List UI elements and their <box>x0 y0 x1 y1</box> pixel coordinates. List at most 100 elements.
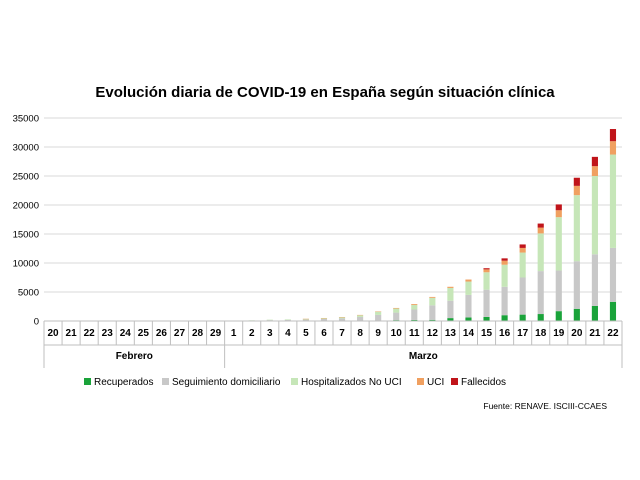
bar-segment <box>338 318 346 321</box>
x-axis: 20 21 22 23 24 25 26 27 28 29 1 2 3 4 5 6 7 8 9 10 11 12 13 14 1… <box>43 320 623 368</box>
bar-segment <box>519 247 526 253</box>
y-tick-label: 0 <box>34 317 39 328</box>
bar-segment <box>555 311 562 321</box>
y-tick-label: 15000 <box>13 230 39 241</box>
x-tick-label: 4 <box>285 328 291 339</box>
x-tick-label: 14 <box>463 328 475 339</box>
x-tick-label: 3 <box>267 328 273 339</box>
bar-segment <box>429 296 436 298</box>
bar-segment <box>302 318 309 320</box>
bar-segment <box>465 279 472 282</box>
y-tick-label: 25000 <box>13 172 39 183</box>
bar-segment <box>302 319 309 321</box>
bar-segment <box>320 318 328 321</box>
legend-swatch <box>451 378 458 385</box>
bar-segment <box>501 286 508 316</box>
bar-segment <box>573 185 580 196</box>
x-tick-label: 2 <box>249 328 255 339</box>
bar-segment <box>411 304 418 305</box>
bar-segment <box>609 141 617 155</box>
bar-segment <box>483 289 490 317</box>
bar-segment <box>555 210 562 218</box>
x-tick-label: 5 <box>303 328 309 339</box>
bar-segment <box>555 204 562 211</box>
bar-segment <box>284 319 291 321</box>
bar-segment <box>501 260 508 265</box>
bar-segment <box>519 244 526 248</box>
x-tick-label: 21 <box>589 328 601 339</box>
bar-segment <box>591 156 598 167</box>
chart-title: Evolución diaria de COVID-19 en España s… <box>95 84 555 101</box>
bar-segment <box>284 319 291 320</box>
x-tick-label: 25 <box>138 328 150 339</box>
x-tick-label: 20 <box>571 328 583 339</box>
x-tick-label: 13 <box>445 328 457 339</box>
bar-segment <box>537 271 544 315</box>
month-label: Febrero <box>116 351 153 362</box>
bar-segment <box>375 314 382 321</box>
bar-segment <box>483 272 490 290</box>
bar-segment <box>429 297 436 306</box>
bar-segment <box>465 317 472 321</box>
bar-segment <box>483 316 490 321</box>
x-tick-label: 23 <box>102 328 114 339</box>
bar-segment <box>537 233 544 272</box>
legend-swatch <box>417 378 424 385</box>
bar-segment <box>393 308 400 313</box>
y-tick-label: 5000 <box>18 288 39 299</box>
bars <box>230 129 617 322</box>
legend-swatch <box>84 378 91 385</box>
legend-swatch <box>291 378 298 385</box>
x-tick-label: 7 <box>339 328 345 339</box>
legend-label: Fallecidos <box>461 377 506 388</box>
bar-segment <box>591 166 598 176</box>
x-tick-label: 27 <box>174 328 186 339</box>
bar-segment <box>393 312 400 321</box>
bar-segment <box>447 318 454 321</box>
bar-segment <box>609 129 617 142</box>
x-tick-label: 1 <box>231 328 237 339</box>
x-tick-label: 17 <box>517 328 529 339</box>
bar-segment <box>573 261 580 309</box>
legend-label: Seguimiento domiciliario <box>172 377 281 388</box>
bar-segment <box>609 154 617 248</box>
x-tick-label: 15 <box>481 328 493 339</box>
bar-segment <box>375 311 382 315</box>
month-label: Marzo <box>409 351 438 362</box>
x-tick-label: 11 <box>409 328 420 339</box>
x-tick-label: 6 <box>321 328 327 339</box>
bar-segment <box>609 301 617 321</box>
x-tick-label: 22 <box>84 328 96 339</box>
legend-label: Recuperados <box>94 377 153 388</box>
x-tick-label: 21 <box>66 328 78 339</box>
x-tick-label: 16 <box>499 328 511 339</box>
bar-segment <box>411 304 418 310</box>
bar-segment <box>338 317 346 319</box>
bar-segment <box>429 319 436 321</box>
y-tick-label: 35000 <box>13 114 39 125</box>
bar-segment <box>519 252 526 278</box>
y-tick-label: 30000 <box>13 143 39 154</box>
x-tick-label: 18 <box>535 328 547 339</box>
x-tick-label: 19 <box>553 328 565 339</box>
bar-segment <box>483 268 490 270</box>
bar-segment <box>537 227 544 234</box>
x-tick-label: 9 <box>375 328 381 339</box>
x-tick-label: 28 <box>192 328 204 339</box>
gridlines <box>44 117 622 322</box>
bar-segment <box>393 307 400 309</box>
bar-segment <box>609 247 617 302</box>
x-tick-label: 20 <box>47 328 59 339</box>
x-tick-label: 22 <box>607 328 619 339</box>
bar-segment <box>429 305 436 320</box>
bar-segment <box>519 314 526 321</box>
y-tick-label: 20000 <box>13 201 39 212</box>
bar-segment <box>465 294 472 318</box>
bar-segment <box>573 177 580 186</box>
bar-segment <box>573 308 580 321</box>
x-tick-label: 10 <box>391 328 403 339</box>
source-note: Fuente: RENAVE. ISCIII-CCAES <box>483 401 607 411</box>
x-tick-label: 29 <box>210 328 222 339</box>
bar-segment <box>591 305 598 321</box>
